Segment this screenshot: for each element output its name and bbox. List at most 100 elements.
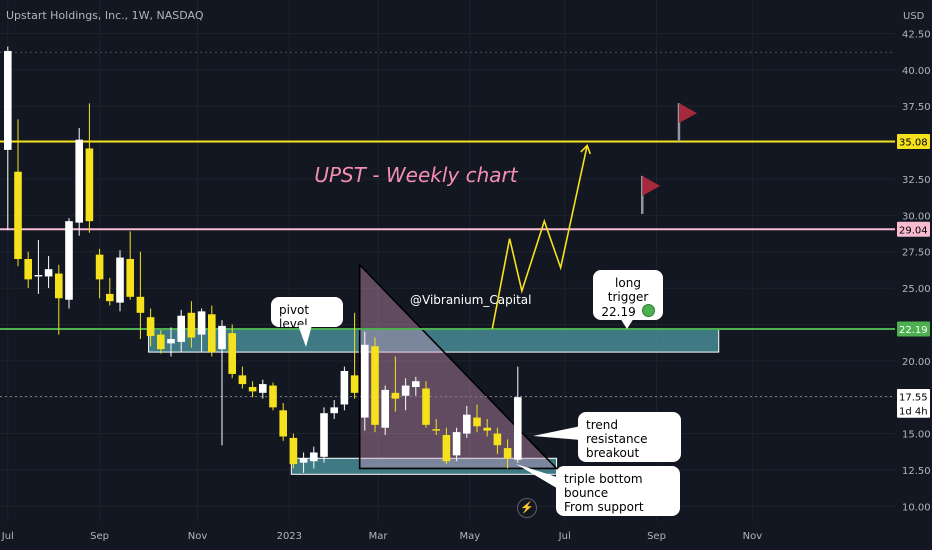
trend-callout-pointer xyxy=(533,426,581,440)
candle-body xyxy=(228,333,236,374)
y-tick-label: 27.50 xyxy=(902,248,931,259)
candle-body xyxy=(340,371,349,405)
candle-body xyxy=(126,258,134,297)
x-tick-label: 2023 xyxy=(277,531,302,542)
candle-body xyxy=(177,315,185,342)
candle-body xyxy=(350,375,359,393)
price-badge xyxy=(897,133,930,149)
price-badge xyxy=(897,402,930,418)
flag-icon xyxy=(642,175,661,196)
candle-body xyxy=(269,385,277,408)
candle-body xyxy=(106,293,114,302)
y-tick-label: 25.00 xyxy=(902,284,931,295)
x-tick-label: Nov xyxy=(743,531,763,542)
price-badge xyxy=(897,221,930,237)
candle-body xyxy=(218,325,226,350)
price-badge-label: 17.55 xyxy=(899,392,928,403)
candle-body xyxy=(473,417,481,427)
candle-body xyxy=(432,429,440,431)
candle-body xyxy=(259,384,267,393)
candle-body xyxy=(24,258,32,280)
symbol-title: Upstart Holdings, Inc., 1W, NASDAQ xyxy=(6,9,204,22)
long-trigger-callout: long trigger 22.19 xyxy=(593,270,663,320)
projection-line xyxy=(491,145,588,329)
candle-body xyxy=(187,312,196,338)
candle-body xyxy=(34,274,43,277)
candles xyxy=(4,46,522,473)
projection-arrowhead xyxy=(580,144,592,155)
x-tick-label: Sep xyxy=(90,531,109,542)
candle-body xyxy=(248,387,257,392)
candle-body xyxy=(299,458,308,463)
y-tick-label: 15.00 xyxy=(902,430,931,441)
candle-body xyxy=(514,397,522,460)
x-tick-label: Sep xyxy=(647,531,666,542)
candle-body xyxy=(289,437,298,465)
candle-body xyxy=(167,339,175,344)
triangle-pattern xyxy=(358,262,559,470)
flag-icon xyxy=(678,103,697,124)
trend-breakout-callout: trend resistance breakout xyxy=(578,412,681,462)
candle-body xyxy=(65,221,73,300)
candle-body xyxy=(116,257,124,303)
candle-body xyxy=(320,413,328,457)
price-badge-label: 1d 4h xyxy=(899,406,928,417)
price-badge-label: 22.19 xyxy=(899,325,928,336)
chart-title: UPST - Weekly chart xyxy=(314,163,518,187)
watermark: @Vibranium_Capital xyxy=(410,293,532,307)
candle-body xyxy=(146,317,155,337)
price-badge xyxy=(897,388,930,404)
candle-body xyxy=(85,148,94,222)
candle-body xyxy=(208,314,216,353)
candle-body xyxy=(95,254,104,280)
candle-body xyxy=(157,334,165,350)
time-axis: Jul Sep Nov 2023 Mar May Jul Sep Nov xyxy=(1,531,762,542)
y-tick-label: 10.00 xyxy=(902,502,931,513)
candle-body xyxy=(463,414,471,434)
long-trigger-title: long trigger xyxy=(607,276,649,304)
candle-body xyxy=(310,452,318,462)
trend-breakout-line1: trend resistance xyxy=(586,418,648,446)
y-tick-label: 20.00 xyxy=(902,357,931,368)
candle-body xyxy=(55,273,63,299)
flags xyxy=(640,103,697,214)
long-trigger-value: 22.19 xyxy=(601,305,636,319)
candle-body xyxy=(44,269,53,277)
y-tick-label: 40.00 xyxy=(902,66,931,77)
candle-body xyxy=(391,392,400,399)
candle-body xyxy=(361,344,369,418)
support-zone xyxy=(290,457,558,475)
candle-body xyxy=(4,50,12,150)
candle-body xyxy=(452,432,461,456)
trend-breakout-line2: breakout xyxy=(586,446,640,460)
price-badge-label: 29.04 xyxy=(899,225,928,236)
projection-path xyxy=(491,144,592,329)
axis-unit-label: USD xyxy=(903,11,925,22)
candle-body xyxy=(412,381,420,388)
candle-body xyxy=(238,375,247,385)
price-axis: 10.0012.5015.0017.5020.0022.5025.0027.50… xyxy=(897,30,931,513)
x-tick-label: Jul xyxy=(1,531,14,542)
y-tick-label: 32.50 xyxy=(902,175,931,186)
y-tick-label: 42.50 xyxy=(902,30,931,41)
candle-body xyxy=(75,139,83,223)
long-trigger-pointer xyxy=(620,318,634,329)
y-tick-label: 30.00 xyxy=(902,211,931,222)
x-tick-label: Mar xyxy=(369,531,389,542)
candle-body xyxy=(493,433,502,446)
x-tick-label: Jul xyxy=(558,531,571,542)
price-badge xyxy=(897,321,930,337)
candle-body xyxy=(483,427,491,431)
green-circle-icon xyxy=(641,304,655,317)
triple-bottom-line1: triple bottom bounce xyxy=(564,472,643,500)
lightning-icon[interactable]: ⚡ xyxy=(517,498,537,518)
candle-body xyxy=(136,296,145,313)
pivot-callout-pointer xyxy=(298,325,312,347)
candle-body xyxy=(442,435,451,462)
y-tick-label: 12.50 xyxy=(902,466,931,477)
candle-body xyxy=(381,389,389,428)
candle-body xyxy=(279,410,287,437)
candle-body xyxy=(401,385,410,396)
candle-body xyxy=(330,407,338,414)
